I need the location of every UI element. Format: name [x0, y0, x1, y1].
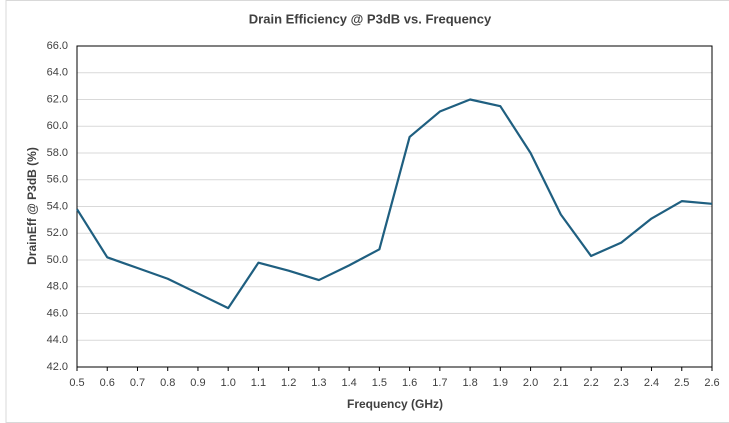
data-line — [76, 98, 713, 310]
x-tick-label: 2.6 — [704, 377, 719, 389]
x-tick-label: 1.9 — [493, 377, 508, 389]
x-tick-label: 2.0 — [523, 377, 538, 389]
x-tick-label: 2.5 — [674, 377, 689, 389]
y-tick-label: 48.0 — [47, 281, 68, 293]
y-tick-label: 66.0 — [47, 40, 68, 52]
y-tick-label: 60.0 — [47, 120, 68, 132]
x-tick-label: 1.8 — [462, 377, 477, 389]
x-tick-label: 2.2 — [583, 377, 598, 389]
plot-border — [76, 45, 713, 368]
y-axis-title: DrainEff @ P3dB (%) — [25, 147, 39, 265]
y-tick-label: 64.0 — [47, 67, 68, 79]
y-tick-label: 52.0 — [47, 227, 68, 239]
y-tick-label: 54.0 — [47, 200, 68, 212]
x-tick-label: 1.1 — [251, 377, 266, 389]
y-tick-label: 62.0 — [47, 93, 68, 105]
y-tick-label: 56.0 — [47, 174, 68, 186]
x-tick-label: 1.2 — [281, 377, 296, 389]
x-tick-label: 1.7 — [432, 377, 447, 389]
chart-frame — [5, 0, 729, 423]
y-tick-label: 58.0 — [47, 147, 68, 159]
x-tick-label: 2.3 — [614, 377, 629, 389]
x-tick-label: 1.4 — [341, 377, 356, 389]
x-axis-title: Frequency (GHz) — [347, 397, 443, 411]
y-tick-label: 44.0 — [47, 334, 68, 346]
x-tick-label: 0.9 — [190, 377, 205, 389]
chart-title: Drain Efficiency @ P3dB vs. Frequency — [249, 11, 492, 26]
x-tick-label: 2.4 — [644, 377, 659, 389]
y-tick-label: 42.0 — [47, 361, 68, 373]
y-tick-label: 46.0 — [47, 307, 68, 319]
x-tick-label: 2.1 — [553, 377, 568, 389]
x-tick-label: 0.5 — [69, 377, 84, 389]
x-tick-label: 1.6 — [402, 377, 417, 389]
x-tick-label: 0.7 — [130, 377, 145, 389]
x-tick-label: 1.5 — [372, 377, 387, 389]
x-tick-label: 0.6 — [100, 377, 115, 389]
x-tick-label: 1.3 — [311, 377, 326, 389]
y-tick-label: 50.0 — [47, 254, 68, 266]
x-tick-label: 1.0 — [221, 377, 236, 389]
x-tick-label: 0.8 — [160, 377, 175, 389]
